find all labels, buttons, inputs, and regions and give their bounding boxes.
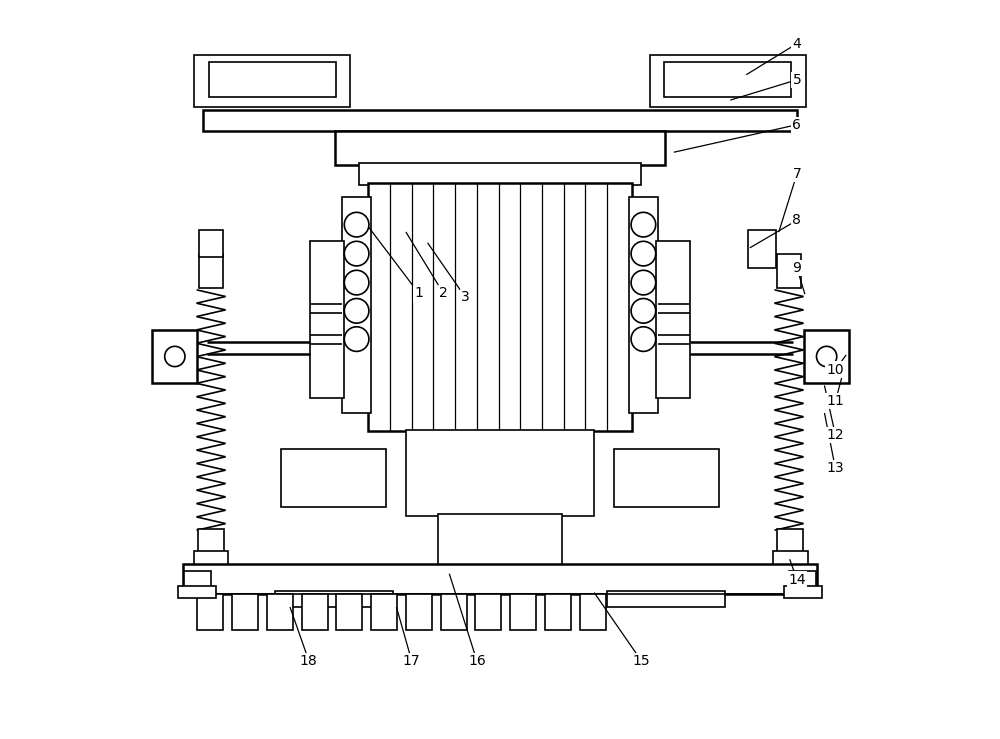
Text: 5: 5 xyxy=(793,73,801,86)
Circle shape xyxy=(631,212,656,237)
Text: 8: 8 xyxy=(792,214,801,228)
Text: 16: 16 xyxy=(468,653,486,667)
Bar xyxy=(194,55,350,107)
Circle shape xyxy=(631,299,656,323)
Text: 11: 11 xyxy=(826,395,844,409)
Bar xyxy=(368,183,632,431)
Text: 18: 18 xyxy=(300,653,318,667)
Bar xyxy=(607,591,725,607)
Bar xyxy=(475,594,501,630)
Bar xyxy=(629,197,658,413)
Bar xyxy=(194,551,228,571)
Circle shape xyxy=(344,270,369,295)
Text: 1: 1 xyxy=(414,287,423,301)
Text: 9: 9 xyxy=(792,261,801,275)
Bar xyxy=(302,594,328,630)
Bar xyxy=(199,253,223,288)
Bar xyxy=(359,163,641,185)
Bar xyxy=(335,131,665,166)
Circle shape xyxy=(631,270,656,295)
Bar xyxy=(371,594,397,630)
Bar xyxy=(336,594,362,630)
Bar xyxy=(441,594,467,630)
Bar xyxy=(281,449,386,507)
Bar xyxy=(545,594,571,630)
Bar xyxy=(406,594,432,630)
Text: 2: 2 xyxy=(439,287,448,301)
Bar xyxy=(203,110,797,131)
Bar xyxy=(178,586,216,598)
Bar xyxy=(777,529,803,552)
Bar xyxy=(773,551,808,571)
Bar xyxy=(784,586,822,598)
Text: 13: 13 xyxy=(827,461,844,475)
Bar xyxy=(664,62,791,98)
Bar xyxy=(310,241,344,398)
Bar xyxy=(510,594,536,630)
Text: 12: 12 xyxy=(827,428,844,442)
Bar xyxy=(209,62,336,98)
Bar xyxy=(199,231,223,256)
Text: 14: 14 xyxy=(788,573,806,587)
Text: 6: 6 xyxy=(792,118,801,132)
Circle shape xyxy=(631,242,656,266)
Bar xyxy=(428,567,572,579)
Bar xyxy=(789,571,816,590)
Circle shape xyxy=(344,212,369,237)
Bar xyxy=(748,231,776,268)
Bar xyxy=(183,564,817,594)
Circle shape xyxy=(631,327,656,351)
Bar xyxy=(152,330,197,383)
Text: 15: 15 xyxy=(632,653,650,667)
Bar xyxy=(184,571,211,590)
Bar xyxy=(275,591,393,607)
Bar xyxy=(267,594,293,630)
Bar xyxy=(438,514,562,571)
Circle shape xyxy=(344,299,369,323)
Bar xyxy=(197,594,223,630)
Bar xyxy=(777,253,801,288)
Text: 4: 4 xyxy=(793,37,801,50)
Bar xyxy=(580,594,606,630)
Circle shape xyxy=(165,347,185,367)
Bar xyxy=(406,430,594,516)
Bar xyxy=(232,594,258,630)
Text: 3: 3 xyxy=(461,290,470,304)
Bar xyxy=(342,197,371,413)
Bar xyxy=(650,55,806,107)
Bar xyxy=(656,241,690,398)
Bar xyxy=(614,449,719,507)
Text: 10: 10 xyxy=(827,363,844,376)
Bar xyxy=(804,330,849,383)
Text: 17: 17 xyxy=(403,653,420,667)
Text: 7: 7 xyxy=(793,167,801,181)
Circle shape xyxy=(816,347,837,367)
Circle shape xyxy=(344,242,369,266)
Circle shape xyxy=(344,327,369,351)
Bar xyxy=(198,529,224,552)
